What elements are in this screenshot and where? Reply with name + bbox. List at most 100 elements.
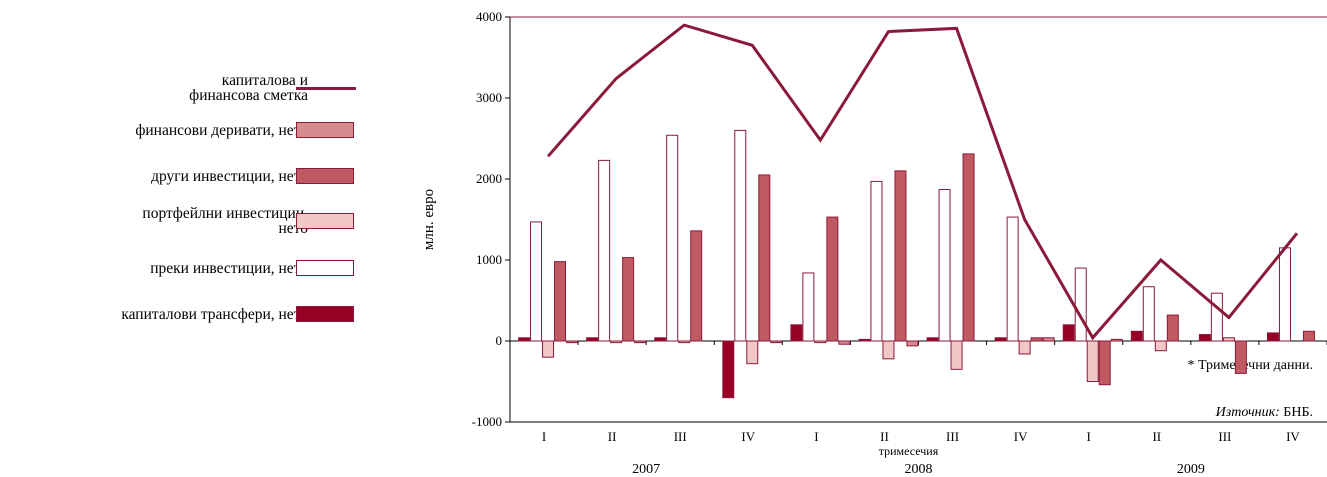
bar-0 bbox=[790, 324, 803, 342]
legend-line-swatch bbox=[296, 87, 356, 90]
x-tick-label: I bbox=[542, 429, 546, 444]
legend-label: капиталова и финансова сметка bbox=[189, 72, 308, 104]
legend-label-line: капиталови трансфери, нето bbox=[121, 305, 308, 323]
source-label: Източник: bbox=[1215, 405, 1280, 420]
source-value: БНБ. bbox=[1279, 405, 1313, 420]
bar-4 bbox=[1042, 337, 1055, 342]
legend-bar-swatch bbox=[296, 122, 354, 138]
bar-4 bbox=[906, 340, 919, 347]
bar-0 bbox=[994, 337, 1007, 342]
x-tick-label: II bbox=[608, 429, 617, 444]
bar-1 bbox=[1278, 247, 1291, 342]
bar-1 bbox=[1142, 286, 1155, 342]
bar-3 bbox=[622, 257, 635, 342]
year-label: 2009 bbox=[1177, 462, 1205, 477]
bar-3 bbox=[690, 230, 703, 342]
bar-2 bbox=[1154, 340, 1167, 352]
bar-4 bbox=[1110, 338, 1123, 342]
legend-label: преки инвестиции, нето bbox=[150, 259, 308, 277]
bar-3 bbox=[1098, 340, 1111, 386]
x-tick-label: III bbox=[674, 429, 687, 444]
legend-label-line: нето bbox=[278, 220, 309, 237]
legend-bar-swatch bbox=[296, 168, 354, 184]
bar-0 bbox=[1130, 330, 1143, 342]
bar-3 bbox=[1030, 337, 1043, 342]
bar-2 bbox=[542, 340, 555, 358]
bar-2 bbox=[1222, 337, 1235, 342]
x-tick-label: II bbox=[880, 429, 889, 444]
bar-0 bbox=[858, 338, 871, 342]
bar-2 bbox=[1018, 340, 1031, 355]
legend-label-line: други инвестиции, нето bbox=[151, 167, 308, 185]
legend-label-line: финансова сметка bbox=[189, 87, 308, 104]
legend-label-line: финансови деривати, нето bbox=[135, 121, 308, 139]
bar-2 bbox=[882, 340, 895, 360]
bar-1 bbox=[1006, 216, 1019, 342]
bar-3 bbox=[758, 174, 771, 342]
x-tick-label: IV bbox=[741, 429, 755, 444]
legend-label: капиталови трансфери, нето bbox=[121, 305, 308, 323]
bar-4 bbox=[566, 340, 579, 344]
x-tick-label: I bbox=[814, 429, 818, 444]
bar-2 bbox=[610, 340, 623, 344]
bar-3 bbox=[1234, 340, 1247, 374]
bar-0 bbox=[926, 337, 939, 342]
x-tick-label: IV bbox=[1014, 429, 1028, 444]
bar-1 bbox=[802, 272, 815, 342]
legend-label-line: портфейлни инвестиции, bbox=[142, 205, 308, 222]
quarterly-data-note: * Тримесечни данни. bbox=[1187, 358, 1313, 373]
y-tick-label: 4000 bbox=[476, 9, 502, 24]
y-axis-title: млн. евро bbox=[421, 189, 437, 250]
x-tick-label: III bbox=[946, 429, 959, 444]
x-axis-title: тримесечия bbox=[879, 444, 939, 458]
bar-2 bbox=[1086, 340, 1099, 382]
source-note: Източник: БНБ. bbox=[1216, 405, 1313, 421]
bar-1 bbox=[734, 129, 747, 342]
chart-legend: капиталова и финансова сметка финансови де… bbox=[0, 0, 370, 477]
bar-0 bbox=[586, 337, 599, 342]
year-label: 2007 bbox=[632, 462, 660, 477]
bar-2 bbox=[814, 340, 827, 344]
bar-1 bbox=[598, 159, 611, 342]
bar-2 bbox=[746, 340, 759, 365]
bar-0 bbox=[1198, 334, 1211, 342]
bar-2 bbox=[678, 340, 691, 344]
bar-3 bbox=[826, 216, 839, 342]
legend-label: финансови деривати, нето bbox=[135, 121, 308, 139]
legend-label-line: капиталова и bbox=[221, 72, 308, 89]
bar-3 bbox=[962, 153, 975, 342]
bar-4 bbox=[770, 340, 783, 344]
bar-0 bbox=[654, 337, 667, 342]
x-tick-label: II bbox=[1152, 429, 1161, 444]
bar-3 bbox=[554, 261, 567, 342]
legend-bar-swatch bbox=[296, 213, 354, 229]
legend-bar-swatch bbox=[296, 306, 354, 322]
legend-label: портфейлни инвестиции, нето bbox=[142, 205, 309, 237]
y-tick-label: -1000 bbox=[472, 414, 502, 429]
y-tick-label: 0 bbox=[496, 333, 503, 348]
year-label: 2008 bbox=[905, 462, 933, 477]
legend-label: други инвестиции, нето bbox=[151, 167, 308, 185]
bar-0 bbox=[722, 340, 735, 399]
bar-0 bbox=[1266, 332, 1279, 342]
y-tick-label: 3000 bbox=[476, 90, 502, 105]
y-tick-label: 2000 bbox=[476, 171, 502, 186]
bar-4 bbox=[634, 340, 647, 344]
bar-0 bbox=[1062, 324, 1075, 342]
bar-3 bbox=[1166, 314, 1179, 342]
bar-1 bbox=[666, 134, 679, 342]
bar-1 bbox=[530, 221, 543, 342]
bar-1 bbox=[938, 189, 951, 342]
legend-bar-swatch bbox=[296, 260, 354, 276]
x-tick-label: I bbox=[1087, 429, 1091, 444]
x-tick-label: III bbox=[1218, 429, 1231, 444]
bar-1 bbox=[1074, 267, 1087, 342]
x-tick-label: IV bbox=[1286, 429, 1300, 444]
bar-4 bbox=[838, 340, 851, 345]
legend-label-line: преки инвестиции, нето bbox=[150, 259, 308, 277]
bar-0 bbox=[518, 337, 531, 342]
bar-3 bbox=[1302, 330, 1315, 342]
bar-1 bbox=[1210, 292, 1223, 342]
bar-3 bbox=[894, 170, 907, 342]
